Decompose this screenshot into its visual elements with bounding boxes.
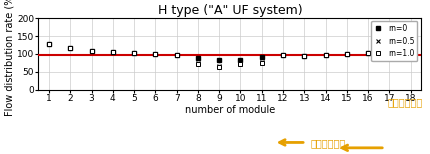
Title: H type ("A" UF system): H type ("A" UF system) (157, 4, 301, 17)
X-axis label: number of module: number of module (184, 105, 274, 116)
Y-axis label: Flow distribution rate (%): Flow distribution rate (%) (4, 0, 14, 116)
Text: 원수유입방향: 원수유입방향 (386, 97, 421, 107)
Text: 원수유입방향: 원수유입방향 (310, 138, 345, 148)
Legend: rn=0, rn=0.5, rn=1.0: rn=0, rn=0.5, rn=1.0 (370, 21, 417, 61)
